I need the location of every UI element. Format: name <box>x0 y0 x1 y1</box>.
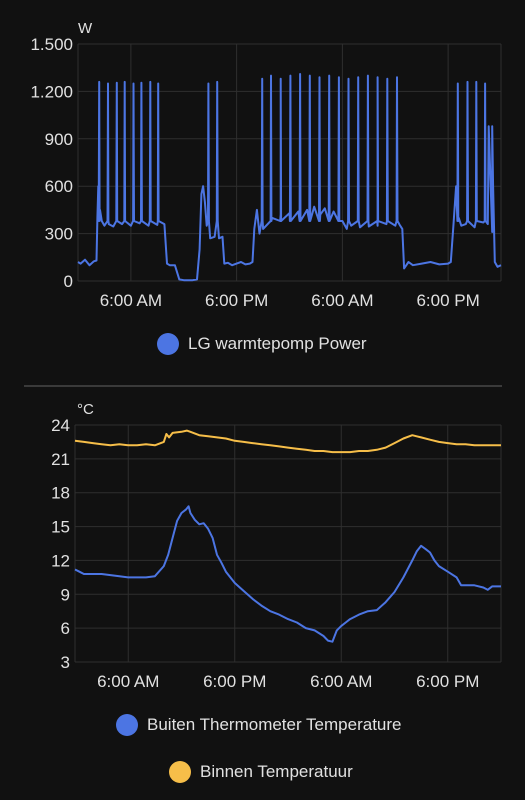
x-tick-label: 6:00 AM <box>310 672 372 691</box>
y-tick-label: 9 <box>61 585 70 604</box>
y-tick-label: 24 <box>51 416 70 435</box>
x-tick-label: 6:00 AM <box>97 672 159 691</box>
legend-marker-power <box>157 333 179 355</box>
y-tick-label: 18 <box>51 484 70 503</box>
y-unit-label: W <box>78 20 93 37</box>
legend-label-binnen: Binnen Temperatuur <box>200 762 353 781</box>
y-tick-label: 1.500 <box>30 35 73 54</box>
y-tick-label: 12 <box>51 551 70 570</box>
series-line-1-0 <box>74 505 501 643</box>
x-tick-label: 6:00 PM <box>416 291 479 310</box>
y-tick-label: 300 <box>45 225 73 244</box>
series-line-0-0 <box>77 73 502 282</box>
temperature-chart-panel: 3 6 9 12 15 18 21 24 6:00 AM 6:00 PM 6:00 AM 6:00 P… <box>0 386 525 800</box>
legend-marker-buiten <box>116 714 138 736</box>
y-tick-label: 3 <box>61 653 70 672</box>
x-tick-label: 6:00 PM <box>416 672 479 691</box>
x-tick-label: 6:00 AM <box>100 291 162 310</box>
grid-lines <box>74 424 502 663</box>
legend-label-power: LG warmtepomp Power <box>188 334 367 353</box>
y-unit-label: °C <box>77 401 94 418</box>
legend-item-buiten[interactable]: Buiten Thermometer Temperature <box>116 714 402 736</box>
temperature-chart: 3 6 9 12 15 18 21 24 6:00 AM 6:00 PM 6:00 AM 6:00 P… <box>51 401 502 691</box>
power-chart: 0 300 600 900 1.200 1.500 6:00 AM 6:00 PM 6:00 A… <box>30 20 502 310</box>
y-tick-label: 1.200 <box>30 82 73 101</box>
legend-marker-binnen <box>169 761 191 783</box>
y-tick-label: 600 <box>45 177 73 196</box>
y-tick-label: 6 <box>61 619 70 638</box>
y-tick-label: 900 <box>45 130 73 149</box>
panel-divider <box>24 385 502 387</box>
y-tick-label: 21 <box>51 450 70 469</box>
x-tick-label: 6:00 PM <box>205 291 268 310</box>
y-tick-label: 15 <box>51 518 70 537</box>
series-line-1-1 <box>74 429 501 454</box>
legend-item-binnen[interactable]: Binnen Temperatuur <box>169 761 353 783</box>
power-chart-panel: 0 300 600 900 1.200 1.500 6:00 AM 6:00 PM 6:00 A… <box>0 0 525 385</box>
x-tick-label: 6:00 PM <box>203 672 266 691</box>
legend-label-buiten: Buiten Thermometer Temperature <box>147 715 402 734</box>
legend-item-power[interactable]: LG warmtepomp Power <box>157 333 367 355</box>
x-tick-label: 6:00 AM <box>311 291 373 310</box>
y-tick-label: 0 <box>64 272 73 291</box>
